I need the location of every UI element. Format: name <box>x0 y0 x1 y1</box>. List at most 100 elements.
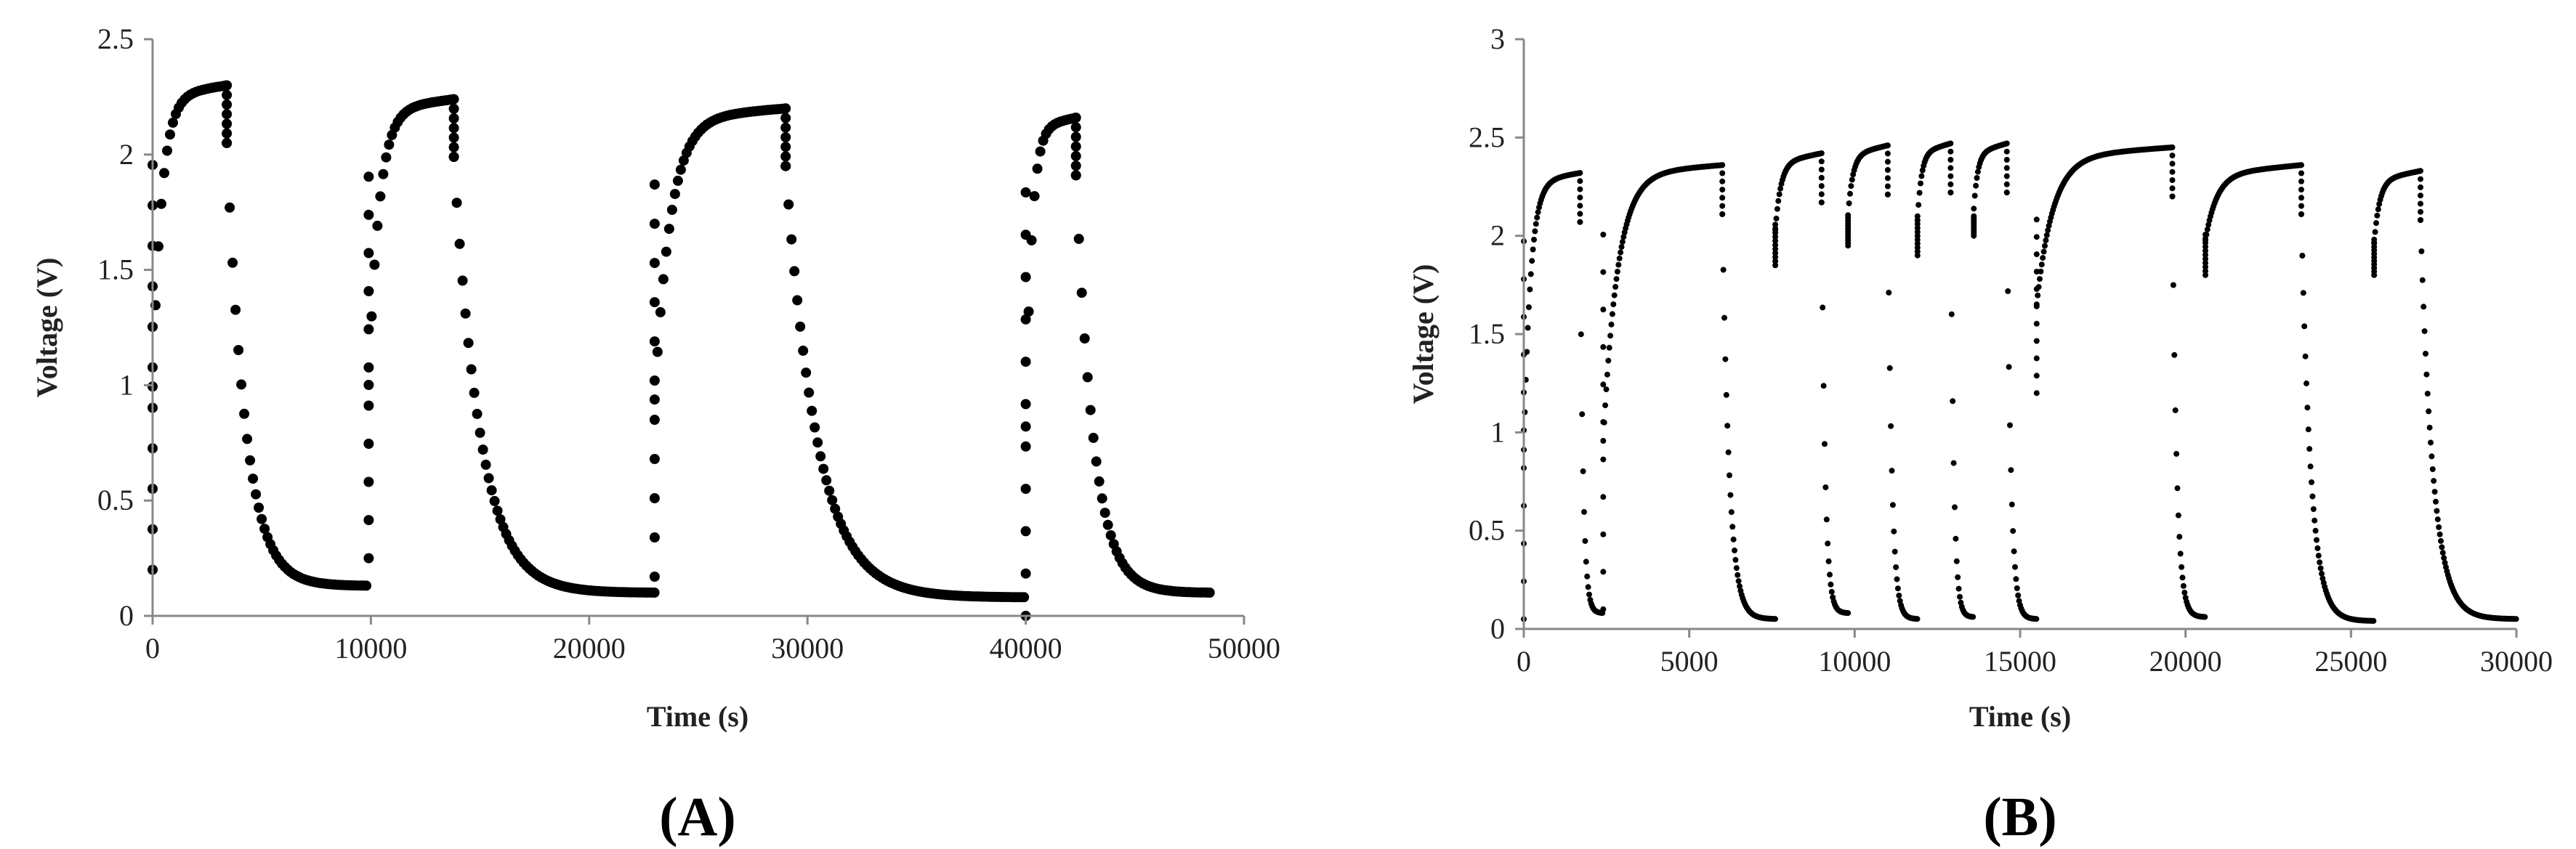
panel-b-y-tick-label: 3 <box>1490 23 1505 55</box>
panel-b-data-point <box>2205 222 2212 228</box>
panel-b-data-point <box>1727 492 1734 498</box>
panel-b-x-axis-label: Time (s) <box>1969 700 2071 733</box>
panel-a-data-point <box>363 362 374 373</box>
panel-b-data-point <box>2424 391 2431 397</box>
panel-b-data-point <box>2169 153 2176 159</box>
panel-b-data-point <box>1529 258 1535 264</box>
panel-b-data-point <box>1849 176 1855 183</box>
panel-a-data-point <box>672 175 683 186</box>
panel-b-data-point <box>1600 494 1607 500</box>
panel-b-data-point <box>1889 468 1895 474</box>
panel-a-data-point <box>678 155 689 166</box>
panel-b-x-tick-label: 30000 <box>2480 645 2553 678</box>
panel-b-data-point <box>2307 463 2314 470</box>
panel-a-data-point <box>649 375 660 386</box>
panel-b-data-point <box>1914 213 1921 219</box>
panel-b-data-point <box>2203 232 2210 238</box>
panel-b-data-point <box>1919 167 1926 174</box>
panel-a-y-axis-label: Voltage (V) <box>31 258 63 398</box>
panel-b-data-point <box>1818 166 1825 173</box>
panel-a-data-point <box>675 164 686 175</box>
panel-a-data-point <box>789 266 800 277</box>
panel-b-data-point <box>2312 527 2319 534</box>
panel-a-x-ticks: 0 10000 20000 30000 40000 50000 <box>145 616 1280 665</box>
panel-b-data-point <box>1914 616 1921 622</box>
panel-b-data-point <box>2169 185 2176 192</box>
panel-b-data-point <box>1719 178 1726 184</box>
panel-b-data-point <box>2438 537 2444 544</box>
panel-a-data-point <box>363 171 374 182</box>
panel-a-data-point <box>780 161 791 171</box>
panel-b-data-point <box>1822 484 1829 490</box>
panel-a-data-point <box>381 152 392 163</box>
panel-b-data-point <box>2423 371 2430 378</box>
panel-b-data-point <box>1722 356 1729 362</box>
panel-b-data-point <box>1820 304 1826 311</box>
panel-a-data-point <box>480 459 491 470</box>
panel-b-x-tick-label: 5000 <box>1660 645 1719 678</box>
panel-a-data-point <box>827 495 838 505</box>
panel-b-data-point <box>1884 158 1891 165</box>
panel-b-data-point <box>1772 237 1779 244</box>
panel-b-data-point <box>1953 558 1960 564</box>
panel-a-data-point <box>1020 272 1031 283</box>
panel-b-data-point <box>1527 271 1534 277</box>
panel-b-data-point <box>2033 390 2040 397</box>
panel-b-data-point <box>1896 593 1902 598</box>
panel-a-data-point <box>824 485 835 496</box>
panel-b-data-point <box>1600 606 1607 612</box>
panel-b-data-point <box>1735 578 1742 585</box>
panel-b-data-point <box>1820 383 1827 389</box>
panel-b-data-point <box>2005 288 2011 294</box>
panel-a-data-point <box>780 122 791 133</box>
panel-b-data-point <box>2428 453 2435 460</box>
panel-a-data-point <box>783 199 794 210</box>
panel-a-data-point <box>1082 372 1093 383</box>
panel-b-data-point <box>2423 351 2428 357</box>
panel-b-data-point <box>1918 173 1925 179</box>
panel-a-data-point <box>378 168 389 179</box>
panel-b-data-point <box>1733 565 1740 572</box>
panel-b-data-point <box>2426 424 2433 431</box>
panel-b-data-point <box>2436 531 2443 537</box>
panel-a-data-point <box>655 306 666 317</box>
panel-b-data-point <box>2045 227 2051 234</box>
panel-b-data-point <box>2419 277 2426 283</box>
panel-b-data-point <box>2015 592 2022 598</box>
panel-b-data-point <box>1531 237 1537 243</box>
panel-b-data-point <box>2418 192 2423 199</box>
panel-b-data-point <box>1532 228 1538 235</box>
panel-b-data-point <box>1618 244 1625 250</box>
panel-a-data-point <box>780 151 791 162</box>
panel-b-data-point <box>2202 237 2208 243</box>
panel-b-data-point <box>1828 581 1834 588</box>
panel-a-data-point <box>792 295 803 306</box>
panel-a-data-point <box>1076 288 1087 298</box>
panel-a-data-point <box>227 257 238 268</box>
panel-a-data-point <box>1091 456 1102 467</box>
panel-b-data-point <box>2418 200 2423 207</box>
panel-b-data-point <box>1577 211 1583 217</box>
panel-a-data-point <box>1094 476 1105 487</box>
panel-a-data-point <box>780 103 791 114</box>
panel-a-data-point <box>477 444 488 455</box>
panel-b-data-point <box>1947 157 1954 163</box>
panel-a-data-point <box>222 118 233 129</box>
panel-b-data-point <box>1818 158 1825 165</box>
panel-b-data-point <box>1577 219 1583 225</box>
panel-a-x-tick-label: 50000 <box>1208 632 1280 665</box>
panel-b-data-point <box>2431 489 2438 495</box>
panel-a-x-axis-label: Time (s) <box>647 700 748 733</box>
panel-a-data-point <box>1026 235 1037 245</box>
panel-b-data-point <box>1604 371 1610 378</box>
panel-b-data-point <box>1719 203 1726 209</box>
panel-b-data-point <box>2441 555 2447 561</box>
panel-b-data-point <box>1600 381 1607 388</box>
panel-b-data-point <box>1600 232 1607 237</box>
panel-b-data-point <box>2298 203 2304 209</box>
panel-b-data-point <box>1953 535 1959 542</box>
panel-b-data-point <box>1582 537 1588 544</box>
panel-b-data-point <box>2420 304 2427 310</box>
panel-b-data-point <box>2373 220 2379 227</box>
panel-b-data-point <box>2176 534 2183 540</box>
